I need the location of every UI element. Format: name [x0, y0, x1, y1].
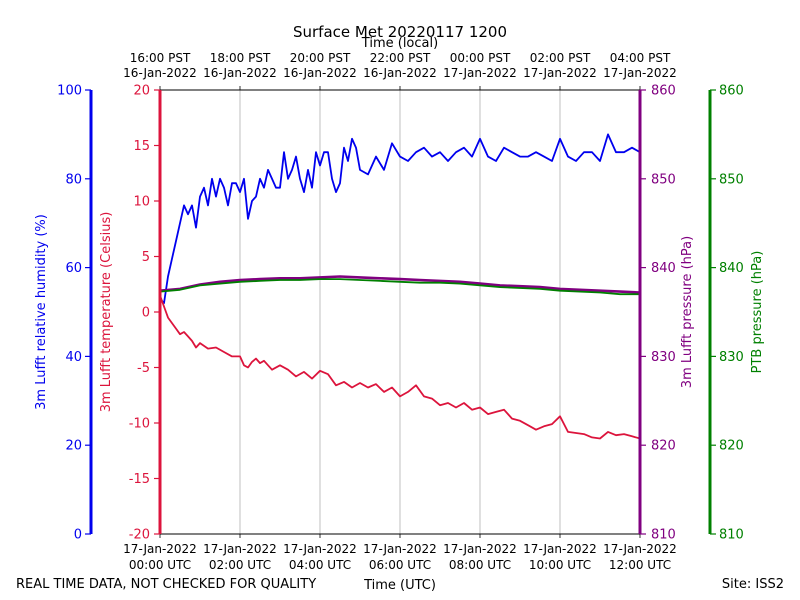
chart-title: Surface Met 20220117 1200	[293, 23, 507, 41]
y-tick-label-rh: 20	[65, 439, 82, 454]
y-tick-label-temp: 10	[133, 195, 150, 210]
y-tick-label-pres: 840	[651, 261, 676, 276]
series-line-ptb	[159, 278, 640, 296]
top-tick-label-date: 17-Jan-2022	[523, 66, 597, 80]
y-axis-label-temp: 3m Lufft temperature (Celsius)	[99, 212, 114, 413]
top-tick-label-date: 17-Jan-2022	[443, 66, 517, 80]
x-axis-label: Time (UTC)	[363, 578, 436, 593]
top-tick-label-time: 20:00 PST	[290, 51, 351, 65]
y-tick-label-pres: 830	[651, 350, 676, 365]
y-tick-label-temp: -5	[137, 361, 150, 376]
axes-layer: 17-Jan-2022 00:00 UTC 17-Jan-2022 02:00 UTC…	[34, 51, 765, 572]
y-tick-label-rh: 60	[65, 261, 82, 276]
y-tick-label-ptb: 850	[719, 172, 744, 187]
x-tick-label-time: 10:00 UTC	[529, 558, 591, 572]
y-tick-label-temp: -20	[129, 528, 150, 543]
top-tick-label-date: 16-Jan-2022	[123, 66, 197, 80]
x-tick-label-date: 17-Jan-2022	[603, 542, 677, 556]
x-tick-label-time: 00:00 UTC	[129, 558, 191, 572]
y-tick-label-ptb: 860	[719, 84, 744, 99]
top-axis-label: Time (local)	[361, 36, 438, 51]
top-tick-label-time: 16:00 PST	[130, 51, 191, 65]
footer-disclaimer: REAL TIME DATA, NOT CHECKED FOR QUALITY	[16, 577, 316, 592]
y-tick-label-rh: 40	[65, 350, 82, 365]
y-tick-label-rh: 80	[65, 172, 82, 187]
y-tick-label-pres: 810	[651, 528, 676, 543]
y-tick-label-temp: -10	[129, 417, 150, 432]
y-tick-label-pres: 820	[651, 439, 676, 454]
y-tick-label-pres: 850	[651, 172, 676, 187]
y-tick-label-temp: 20	[133, 84, 150, 99]
y-tick-label-ptb: 820	[719, 439, 744, 454]
top-tick-label-date: 16-Jan-2022	[203, 66, 277, 80]
y-axis-label-rh: 3m Lufft relative humidity (%)	[34, 214, 49, 410]
x-tick-label-time: 04:00 UTC	[289, 558, 351, 572]
x-tick-label-time: 02:00 UTC	[209, 558, 271, 572]
y-axis-label-pres: 3m Lufft pressure (hPa)	[680, 236, 695, 388]
y-tick-label-temp: 15	[133, 139, 150, 154]
y-tick-label-ptb: 810	[719, 528, 744, 543]
y-tick-label-rh: 100	[57, 84, 82, 99]
y-tick-label-pres: 860	[651, 84, 676, 99]
top-tick-label-time: 22:00 PST	[370, 51, 431, 65]
series-line-temp	[159, 295, 641, 440]
x-tick-label-date: 17-Jan-2022	[443, 542, 517, 556]
x-tick-label-date: 17-Jan-2022	[283, 542, 357, 556]
y-axis-label-ptb: PTB pressure (hPa)	[750, 251, 765, 374]
top-tick-label-time: 02:00 PST	[530, 51, 591, 65]
y-tick-label-temp: 0	[142, 306, 150, 321]
x-tick-label-date: 17-Jan-2022	[203, 542, 277, 556]
y-tick-label-ptb: 830	[719, 350, 744, 365]
top-tick-label-time: 00:00 PST	[450, 51, 511, 65]
x-tick-label-date: 17-Jan-2022	[363, 542, 437, 556]
y-tick-label-temp: 5	[142, 250, 150, 265]
x-tick-label-time: 06:00 UTC	[369, 558, 431, 572]
series-layer	[159, 133, 641, 440]
y-tick-label-temp: -15	[129, 472, 150, 487]
series-line-rh	[159, 133, 641, 305]
top-tick-label-date: 16-Jan-2022	[283, 66, 357, 80]
top-tick-label-date: 17-Jan-2022	[603, 66, 677, 80]
top-tick-label-date: 16-Jan-2022	[363, 66, 437, 80]
y-tick-label-ptb: 840	[719, 261, 744, 276]
top-tick-label-time: 18:00 PST	[210, 51, 271, 65]
x-tick-label-time: 12:00 UTC	[609, 558, 671, 572]
x-tick-label-date: 17-Jan-2022	[123, 542, 197, 556]
y-tick-label-rh: 0	[74, 528, 82, 543]
top-tick-label-time: 04:00 PST	[610, 51, 671, 65]
footer-site: Site: ISS2	[722, 577, 784, 592]
x-tick-label-date: 17-Jan-2022	[523, 542, 597, 556]
x-tick-label-time: 08:00 UTC	[449, 558, 511, 572]
series-line-pres	[159, 275, 641, 294]
